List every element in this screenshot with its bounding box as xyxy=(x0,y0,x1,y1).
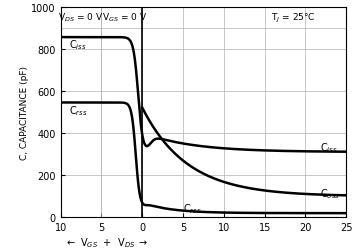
Text: V$_{GS}$ = 0 V: V$_{GS}$ = 0 V xyxy=(102,12,147,24)
Text: C$_{rss}$: C$_{rss}$ xyxy=(183,201,202,215)
Y-axis label: C, CAPACITANCE (pF): C, CAPACITANCE (pF) xyxy=(20,66,29,159)
Text: C$_{oss}$: C$_{oss}$ xyxy=(320,186,340,200)
Text: C$_{iss}$: C$_{iss}$ xyxy=(69,38,87,52)
Text: V$_{DS}$ = 0 V: V$_{DS}$ = 0 V xyxy=(59,12,104,24)
Text: $\leftarrow$ V$_{GS}$  $+$  V$_{DS}$ $\rightarrow$: $\leftarrow$ V$_{GS}$ $+$ V$_{DS}$ $\rig… xyxy=(65,235,149,249)
Text: C$_{rss}$: C$_{rss}$ xyxy=(69,104,87,117)
Text: C$_{iss}$: C$_{iss}$ xyxy=(320,140,338,154)
Text: T$_J$ = 25°C: T$_J$ = 25°C xyxy=(271,12,316,24)
